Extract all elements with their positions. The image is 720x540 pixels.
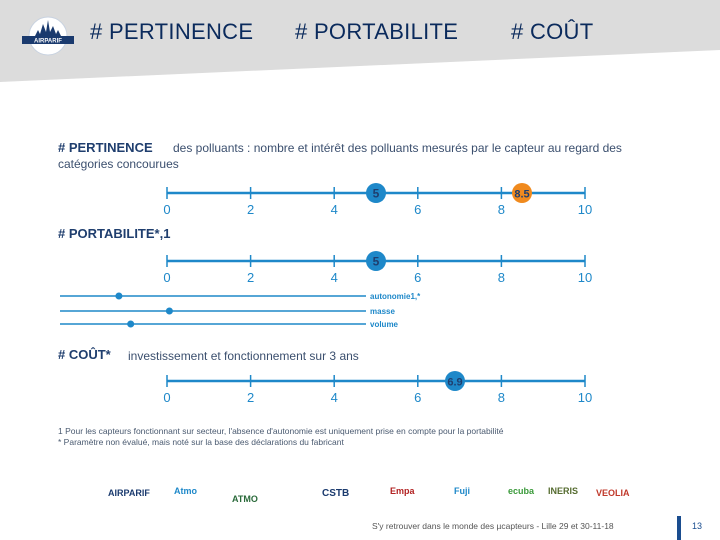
page-number: 13 xyxy=(692,521,703,531)
cout-marker-blue xyxy=(445,371,465,391)
footer-divider xyxy=(677,516,681,540)
portabilite-scale: 0 2 4 6 8 10 5 xyxy=(163,251,592,285)
header-title-cout: # COÛT xyxy=(511,19,594,44)
footer-text: S'y retrouver dans le monde des µcapteur… xyxy=(372,521,614,531)
partner-ecuba: ecuba xyxy=(508,486,535,496)
partner-airparif: AIRPARIF xyxy=(108,488,150,498)
pertinence-marker-orange xyxy=(512,183,532,203)
autonomie-dot xyxy=(115,292,123,300)
metric-label-autonomie: autonomie1,* xyxy=(370,292,421,301)
cout-marker-blue-value: 6.9 xyxy=(447,377,462,389)
volume-dot xyxy=(127,320,135,328)
pertinence-tick-6: 6 xyxy=(414,202,421,217)
pertinence-marker-blue-value: 5 xyxy=(373,187,380,201)
partner-ineris: INERIS xyxy=(548,486,579,496)
pertinence-tick-8: 8 xyxy=(498,202,505,217)
header-title-portabilite: # PORTABILITE xyxy=(295,19,459,44)
cout-tick-6: 6 xyxy=(414,390,421,405)
partner-atmo-2: ATMO xyxy=(232,494,258,504)
pertinence-label: # PERTINENCE xyxy=(58,140,153,155)
portabilite-tick-0: 0 xyxy=(163,270,170,285)
portabilite-marker-blue xyxy=(366,251,386,271)
partner-fuji: Fuji xyxy=(454,486,470,496)
logo-text: AIRPARIF xyxy=(34,39,62,45)
portabilite-tick-8: 8 xyxy=(498,270,505,285)
footnote-2: * Paramètre non évalué, mais noté sur la… xyxy=(58,437,344,447)
footnote-1: 1 Pour les capteurs fonctionnant sur sec… xyxy=(58,426,504,436)
pertinence-marker-orange-value: 8.5 xyxy=(514,189,529,201)
metric-label-masse: masse xyxy=(370,307,395,316)
pertinence-marker-blue xyxy=(366,183,386,203)
pertinence-tick-0: 0 xyxy=(163,202,170,217)
pertinence-tick-2: 2 xyxy=(247,202,254,217)
cout-tick-10: 10 xyxy=(578,390,592,405)
cout-label: # COÛT* xyxy=(58,347,111,362)
portabilite-label: # PORTABILITE*,1 xyxy=(58,226,171,241)
airparif-logo: AIRPARIF xyxy=(22,16,74,56)
masse-dot xyxy=(165,307,173,315)
metric-label-volume: volume xyxy=(370,320,399,329)
portabilite-tick-4: 4 xyxy=(331,270,338,285)
pertinence-tick-10: 10 xyxy=(578,202,592,217)
portabilite-tick-6: 6 xyxy=(414,270,421,285)
partner-logos: AIRPARIF Atmo ATMO CSTB Empa Fuji ecuba … xyxy=(100,478,640,508)
cout-scale: 0 2 4 6 8 10 6.9 xyxy=(163,371,592,405)
partner-atmo: Atmo xyxy=(174,486,197,496)
pertinence-description: des polluants : nombre et intérêt des po… xyxy=(58,141,622,171)
partner-veolia: VEOLIA xyxy=(596,488,630,498)
pertinence-scale: 0 2 4 6 8 10 5 8.5 xyxy=(163,183,592,217)
pertinence-tick-4: 4 xyxy=(331,202,338,217)
cout-tick-8: 8 xyxy=(498,390,505,405)
partner-empa: Empa xyxy=(390,486,415,496)
cout-tick-0: 0 xyxy=(163,390,170,405)
portabilite-tick-10: 10 xyxy=(578,270,592,285)
cout-tick-2: 2 xyxy=(247,390,254,405)
cout-tick-4: 4 xyxy=(331,390,338,405)
cout-description: investissement et fonctionnement sur 3 a… xyxy=(128,349,359,363)
header-title-pertinence: # PERTINENCE xyxy=(90,19,254,44)
partner-cstb: CSTB xyxy=(322,488,350,499)
portabilite-marker-blue-value: 5 xyxy=(373,255,380,269)
portabilite-metric-bars xyxy=(60,292,366,328)
portabilite-tick-2: 2 xyxy=(247,270,254,285)
